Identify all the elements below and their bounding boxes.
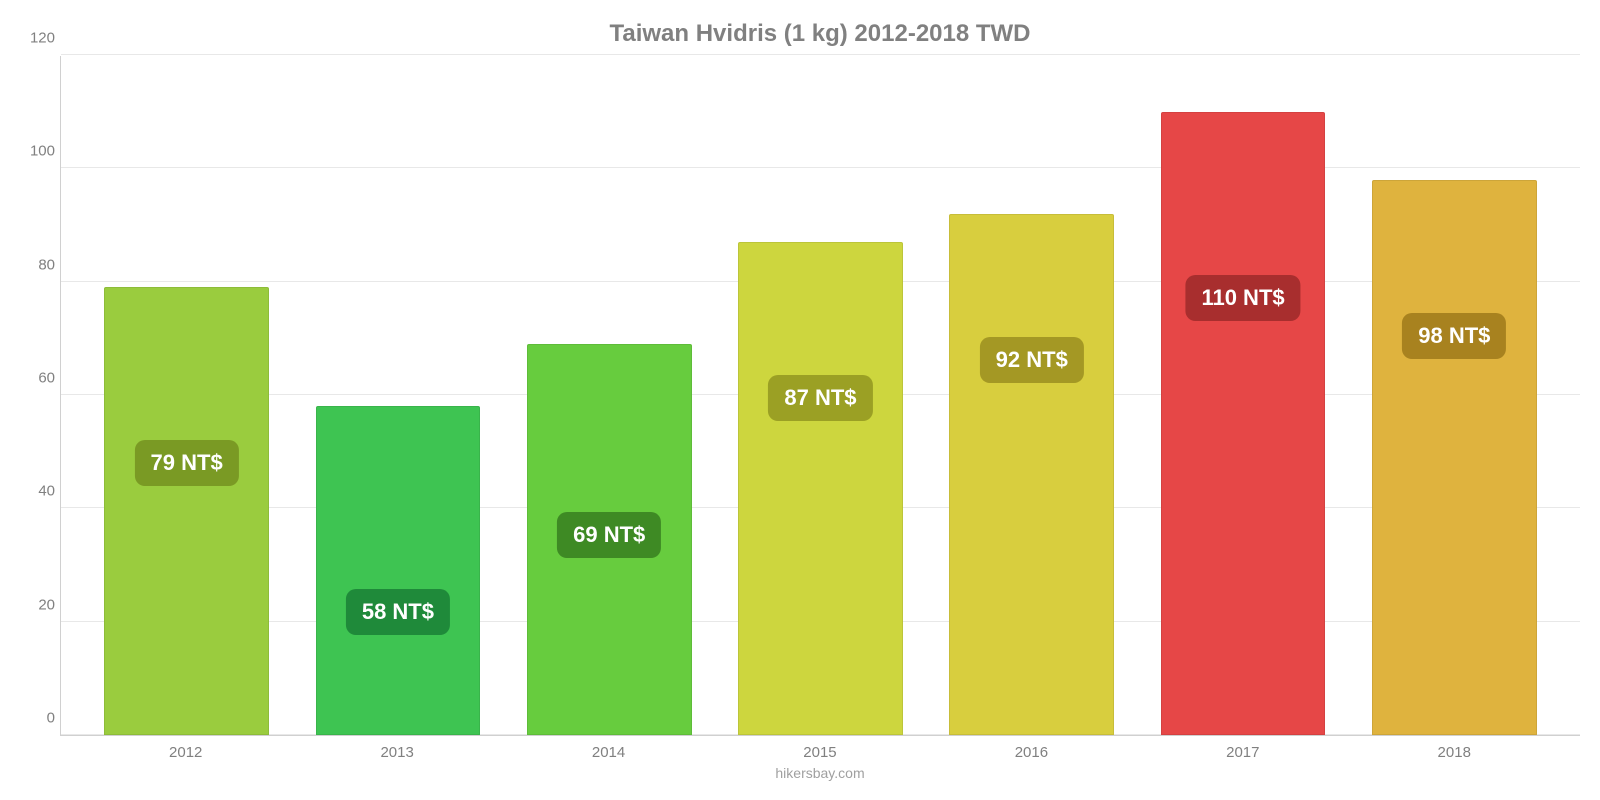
x-axis-labels: 2012201320142015201620172018 [60, 736, 1580, 761]
plot-area: 020406080100120 79 NT$58 NT$69 NT$87 NT$… [60, 56, 1580, 736]
bar: 58 NT$ [316, 406, 481, 735]
chart-container: Taiwan Hvidris (1 kg) 2012-2018 TWD 0204… [60, 20, 1580, 780]
bar-slot: 58 NT$ [292, 56, 503, 735]
bar-value-label: 92 NT$ [980, 337, 1084, 383]
y-tick-label: 120 [21, 30, 55, 47]
bar-slot: 69 NT$ [504, 56, 715, 735]
bar-slot: 110 NT$ [1137, 56, 1348, 735]
x-tick-label: 2018 [1349, 744, 1560, 761]
bar-value-label: 79 NT$ [135, 440, 239, 486]
bar: 110 NT$ [1161, 112, 1326, 735]
x-tick-label: 2016 [926, 744, 1137, 761]
bar: 98 NT$ [1372, 180, 1537, 735]
x-tick-label: 2014 [503, 744, 714, 761]
bar-value-label: 87 NT$ [768, 375, 872, 421]
y-tick-label: 100 [21, 143, 55, 160]
x-tick-label: 2017 [1137, 744, 1348, 761]
chart-footer: hikersbay.com [60, 765, 1580, 781]
bar-value-label: 58 NT$ [346, 589, 450, 635]
gridline [61, 54, 1580, 55]
chart-title: Taiwan Hvidris (1 kg) 2012-2018 TWD [60, 20, 1580, 48]
bar-value-label: 69 NT$ [557, 512, 661, 558]
bar-slot: 79 NT$ [81, 56, 292, 735]
bar: 69 NT$ [527, 344, 692, 735]
bar: 92 NT$ [949, 214, 1114, 735]
bar: 79 NT$ [104, 287, 269, 735]
y-tick-label: 80 [21, 256, 55, 273]
y-tick-label: 60 [21, 370, 55, 387]
x-tick-label: 2013 [291, 744, 502, 761]
bars-group: 79 NT$ 58 NT$ 69 NT$ 87 NT$ 92 NT$ 110 NT$ 98 … [61, 56, 1580, 735]
bar-slot: 92 NT$ [926, 56, 1137, 735]
bar-value-label: 98 NT$ [1402, 313, 1506, 359]
x-tick-label: 2015 [714, 744, 925, 761]
bar: 87 NT$ [738, 242, 903, 735]
bar-slot: 87 NT$ [715, 56, 926, 735]
bar-value-label: 110 NT$ [1185, 275, 1300, 321]
y-tick-label: 40 [21, 483, 55, 500]
y-tick-label: 0 [21, 710, 55, 727]
bar-slot: 98 NT$ [1349, 56, 1560, 735]
x-tick-label: 2012 [80, 744, 291, 761]
y-tick-label: 20 [21, 596, 55, 613]
